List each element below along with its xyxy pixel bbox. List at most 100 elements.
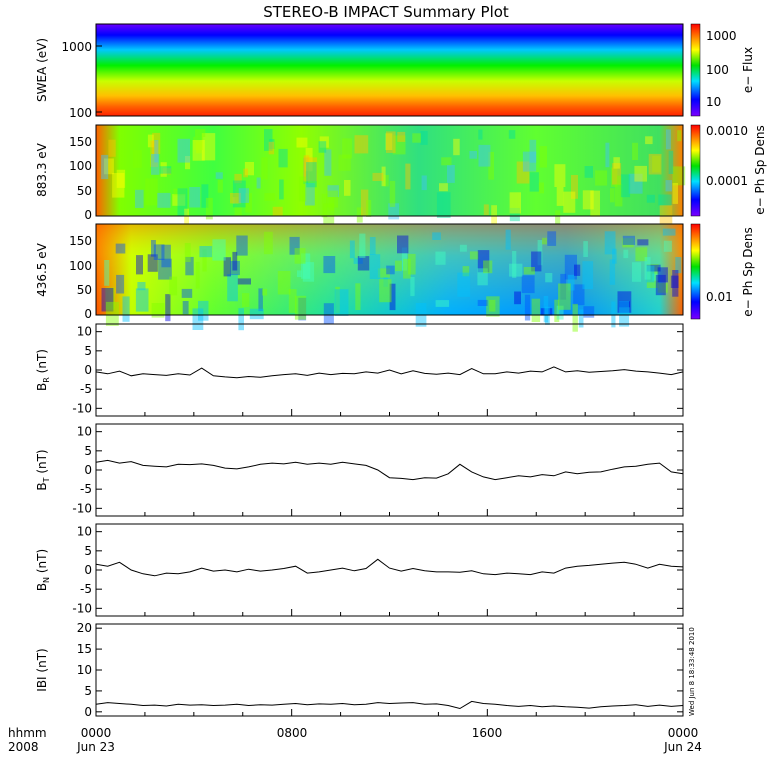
texture-cell — [161, 244, 171, 268]
texture-cell — [305, 183, 315, 206]
y-tick-label: -5 — [80, 482, 92, 496]
texture-cell — [508, 130, 516, 139]
texture-cell — [611, 167, 618, 187]
texture-cell — [372, 172, 384, 181]
texture-cell — [547, 231, 557, 246]
texture-cell — [540, 308, 553, 316]
texture-cell — [122, 296, 130, 322]
texture-cell — [234, 189, 242, 216]
texture-cell — [582, 190, 594, 210]
texture-cell — [403, 258, 411, 279]
texture-cell — [223, 257, 231, 277]
texture-cell — [524, 294, 531, 321]
texture-cell — [567, 274, 575, 291]
texture-cell — [670, 275, 679, 288]
swea-cbar-tick-1000: 1000 — [706, 29, 737, 43]
y-axis-label: BT (nT) — [35, 449, 51, 490]
texture-cell — [622, 238, 634, 248]
texture-cell — [584, 166, 593, 178]
texture-cell — [108, 139, 116, 157]
timestamp: Wed Jun 8 18:33:48 2010 — [688, 627, 696, 716]
texture-cell — [334, 289, 349, 316]
y-tick-label: 10 — [77, 663, 92, 677]
texture-cell — [560, 273, 567, 300]
texture-cell — [672, 166, 686, 186]
texture-cell — [609, 259, 616, 285]
texture-cell — [644, 257, 651, 280]
y-tick-label: 5 — [84, 344, 92, 358]
texture-cell — [564, 254, 577, 280]
texture-cell — [165, 294, 171, 322]
texture-cell — [288, 289, 297, 313]
texture-cell — [583, 306, 595, 318]
x-tick-0000-end: 0000 — [668, 726, 699, 740]
x-date-jun23: Jun 23 — [76, 740, 115, 754]
texture-cell — [202, 249, 207, 272]
pad-436-colorbar — [690, 223, 701, 320]
texture-cell — [258, 288, 263, 312]
texture-cell — [435, 300, 450, 307]
texture-cell — [662, 228, 676, 236]
texture-cell — [235, 184, 242, 203]
texture-cell — [635, 247, 648, 262]
texture-cell — [137, 282, 146, 291]
pad-436-texture — [101, 228, 682, 332]
texture-cell — [116, 274, 125, 294]
texture-cell — [324, 149, 332, 176]
pad-883-spectrogram — [96, 125, 683, 216]
texture-cell — [668, 150, 674, 174]
texture-cell — [634, 165, 647, 182]
panel-frame — [95, 523, 684, 617]
texture-cell — [196, 141, 202, 154]
texture-cell — [441, 157, 452, 166]
pad-436-ytick-0: 0 — [84, 307, 92, 321]
y-tick-label: 0 — [84, 705, 92, 719]
texture-cell — [132, 150, 142, 168]
texture-cell — [521, 275, 535, 294]
texture-cell — [243, 168, 248, 178]
texture-cell — [230, 260, 240, 276]
texture-cell — [646, 264, 659, 288]
texture-cell — [582, 261, 594, 290]
texture-cell — [389, 283, 396, 311]
texture-cell — [277, 271, 291, 295]
texture-cell — [199, 246, 213, 258]
texture-cell — [272, 206, 283, 216]
pad-436-cbar-tick-0: 0.01 — [706, 290, 733, 304]
texture-cell — [201, 133, 216, 161]
texture-cell — [278, 148, 288, 168]
texture-cell — [397, 235, 409, 254]
magnetic-field-panels: 10 5 0 -5 -10 BR (nT) 10 5 0 -5 -10 BT (nT) 10 5 0 -5 -1… — [35, 323, 684, 719]
texture-cell — [604, 231, 616, 255]
texture-cell — [268, 141, 275, 155]
swea-colorbar — [690, 23, 701, 117]
texture-cell — [477, 299, 488, 306]
texture-cell — [488, 152, 494, 180]
y-tick-label: 20 — [77, 621, 92, 635]
texture-cell — [412, 133, 421, 143]
texture-cell — [230, 193, 241, 204]
texture-cell — [386, 131, 396, 153]
texture-cell — [516, 161, 530, 184]
texture-cell — [388, 203, 400, 220]
texture-cell — [289, 236, 300, 255]
texture-cell — [665, 180, 672, 192]
swea-cbar-tick-100: 100 — [706, 63, 729, 77]
texture-cell — [436, 192, 451, 218]
texture-cell — [184, 243, 191, 262]
texture-cell — [555, 210, 561, 227]
texture-cell — [469, 251, 479, 260]
texture-cell — [298, 176, 307, 202]
texture-cell — [369, 237, 376, 255]
texture-cell — [385, 133, 393, 150]
texture-cell — [613, 157, 620, 169]
texture-cell — [658, 194, 672, 206]
texture-cell — [366, 200, 372, 217]
texture-cell — [590, 190, 600, 217]
texture-cell — [326, 190, 338, 208]
texture-cell — [477, 268, 488, 286]
texture-cell — [145, 178, 158, 206]
texture-cell — [262, 288, 268, 296]
texture-cell — [227, 274, 238, 302]
